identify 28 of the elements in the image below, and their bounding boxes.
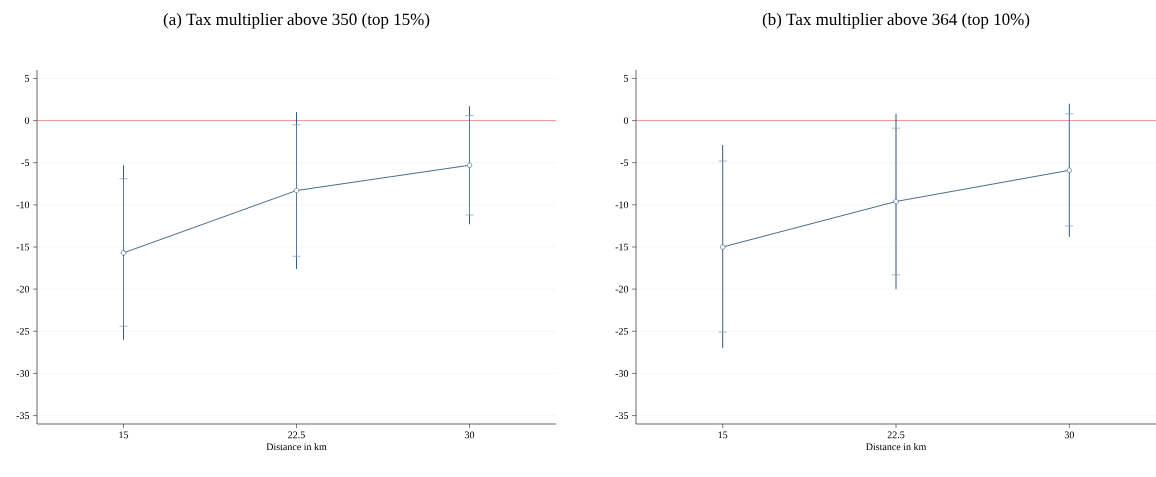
y-tick-label: -25 (615, 327, 629, 335)
x-tick-label: 22.5 (887, 431, 905, 439)
y-tick-label: 0 (623, 117, 629, 124)
y-tick-label: -30 (16, 370, 30, 377)
y-tick-label: 5 (25, 75, 30, 82)
chart-title: (a) Tax multiplier above 350 (top 15%) (163, 13, 430, 29)
y-tick-label: -15 (615, 243, 629, 251)
y-tick-label: -30 (615, 370, 629, 377)
x-axis-title: Distance in km (266, 443, 327, 451)
y-tick-label: 0 (24, 117, 30, 124)
x-tick-label: 30 (1064, 431, 1074, 439)
y-tick-label: -10 (16, 201, 30, 209)
y-tick-label: -35 (615, 412, 629, 419)
y-tick-label: -35 (16, 412, 30, 419)
y-tick-label: -10 (615, 201, 629, 209)
y-tick-label: -20 (615, 285, 629, 293)
x-tick-label: 15 (718, 431, 728, 439)
y-tick-label: -20 (16, 285, 30, 293)
x-tick-label: 22.5 (288, 431, 305, 439)
chart-title: (b) Tax multiplier above 364 (top 10%) (762, 13, 1030, 29)
x-tick-label: 30 (464, 431, 475, 439)
y-tick-label: 5 (624, 75, 629, 82)
y-tick-label: -15 (16, 243, 30, 251)
x-axis-title: Distance in km (866, 443, 927, 451)
y-tick-label: -25 (16, 327, 30, 335)
y-tick-label: -5 (21, 159, 30, 167)
x-tick-label: 15 (119, 431, 129, 439)
y-tick-label: -5 (620, 159, 629, 167)
